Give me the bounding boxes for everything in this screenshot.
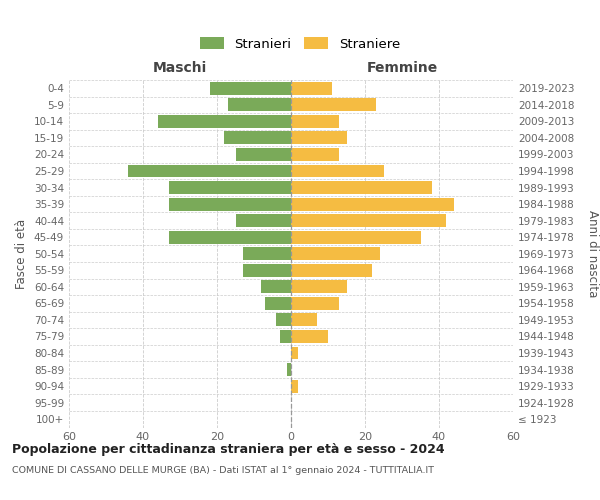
Bar bbox=[243, 248, 291, 260]
Bar bbox=[291, 330, 328, 343]
Bar bbox=[291, 314, 317, 326]
Bar bbox=[262, 280, 291, 293]
Bar bbox=[291, 380, 298, 392]
Bar bbox=[276, 314, 291, 326]
Bar bbox=[291, 230, 421, 243]
Bar bbox=[291, 181, 431, 194]
Bar bbox=[291, 214, 446, 227]
Bar bbox=[291, 297, 339, 310]
Bar bbox=[169, 181, 291, 194]
Bar bbox=[291, 82, 332, 94]
Bar bbox=[291, 132, 347, 144]
Bar bbox=[291, 280, 347, 293]
Bar bbox=[228, 98, 291, 112]
Text: Femmine: Femmine bbox=[367, 61, 437, 75]
Bar bbox=[209, 82, 291, 94]
Bar bbox=[235, 148, 291, 161]
Bar bbox=[291, 248, 380, 260]
Bar bbox=[265, 297, 291, 310]
Y-axis label: Anni di nascita: Anni di nascita bbox=[586, 210, 599, 298]
Bar bbox=[291, 164, 383, 177]
Bar bbox=[291, 198, 454, 210]
Bar bbox=[291, 98, 376, 112]
Bar bbox=[169, 230, 291, 243]
Text: Maschi: Maschi bbox=[153, 61, 207, 75]
Bar bbox=[291, 148, 339, 161]
Bar bbox=[169, 198, 291, 210]
Bar bbox=[158, 115, 291, 128]
Y-axis label: Fasce di età: Fasce di età bbox=[16, 218, 28, 289]
Bar bbox=[291, 115, 339, 128]
Bar bbox=[280, 330, 291, 343]
Text: COMUNE DI CASSANO DELLE MURGE (BA) - Dati ISTAT al 1° gennaio 2024 - TUTTITALIA.: COMUNE DI CASSANO DELLE MURGE (BA) - Dat… bbox=[12, 466, 434, 475]
Bar bbox=[235, 214, 291, 227]
Text: Popolazione per cittadinanza straniera per età e sesso - 2024: Popolazione per cittadinanza straniera p… bbox=[12, 442, 445, 456]
Bar bbox=[291, 346, 298, 360]
Bar bbox=[224, 132, 291, 144]
Bar bbox=[291, 264, 373, 277]
Bar bbox=[128, 164, 291, 177]
Bar bbox=[287, 363, 291, 376]
Bar bbox=[243, 264, 291, 277]
Legend: Stranieri, Straniere: Stranieri, Straniere bbox=[197, 34, 403, 53]
